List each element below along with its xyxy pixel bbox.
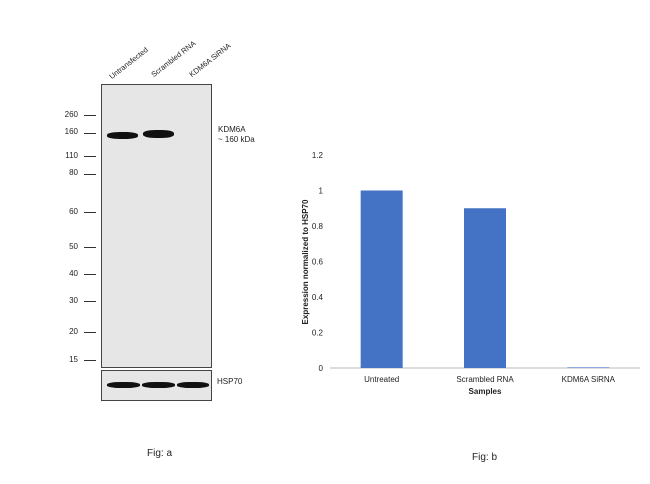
hsp70-band-lane-1 xyxy=(107,382,140,388)
mw-tick xyxy=(84,115,96,116)
mw-label: 40 xyxy=(69,269,78,278)
mw-label: 20 xyxy=(69,327,78,336)
bar-1 xyxy=(360,190,403,368)
x-tick-label: Untreated xyxy=(364,375,399,384)
y-tick-label: 0.4 xyxy=(312,293,324,302)
bar-2 xyxy=(464,208,506,368)
mw-tick xyxy=(84,212,96,213)
figure-b-caption: Fig: b xyxy=(472,452,498,463)
kdm6a-band-lane-2 xyxy=(143,130,174,138)
y-axis-title: Expression normalized to HSP70 xyxy=(301,199,310,324)
mw-tick xyxy=(84,360,96,361)
mw-tick xyxy=(84,274,96,275)
kdm6a-band-lane-1 xyxy=(107,132,138,139)
mw-label: 110 xyxy=(65,151,78,160)
mw-label: 50 xyxy=(69,242,78,251)
x-tick-label: Scrambled RNA xyxy=(456,375,514,384)
y-tick-label: 0.2 xyxy=(312,329,324,338)
y-tick-label: 0.8 xyxy=(312,222,324,231)
hsp70-blot-panel xyxy=(101,370,212,401)
mw-tick xyxy=(84,332,96,333)
target-size-label: ~ 160 kDa xyxy=(218,135,255,144)
mw-tick xyxy=(84,133,96,134)
bar-3 xyxy=(567,367,610,368)
mw-label: 15 xyxy=(69,355,78,364)
x-tick-label: KDM6A SiRNA xyxy=(562,375,616,384)
figure-a-caption: Fig: a xyxy=(147,448,173,459)
loading-control-label: HSP70 xyxy=(217,377,243,386)
mw-tick xyxy=(84,247,96,248)
mw-label: 260 xyxy=(64,110,78,119)
mw-label: 80 xyxy=(69,168,78,177)
mw-tick xyxy=(84,174,96,175)
mw-tick xyxy=(84,156,96,157)
mw-tick xyxy=(84,301,96,302)
y-tick-label: 1 xyxy=(319,187,324,196)
x-axis-title: Samples xyxy=(469,387,502,396)
hsp70-band-lane-2 xyxy=(142,382,175,388)
target-protein-label: KDM6A xyxy=(218,125,246,134)
y-tick-label: 0 xyxy=(319,364,324,373)
kdm6a-blot-panel xyxy=(101,84,212,368)
mw-label: 30 xyxy=(69,296,78,305)
y-tick-label: 1.2 xyxy=(312,151,324,160)
y-tick-label: 0.6 xyxy=(312,258,324,267)
mw-label: 160 xyxy=(64,127,78,136)
mw-label: 60 xyxy=(69,207,78,216)
hsp70-band-lane-3 xyxy=(177,382,209,388)
